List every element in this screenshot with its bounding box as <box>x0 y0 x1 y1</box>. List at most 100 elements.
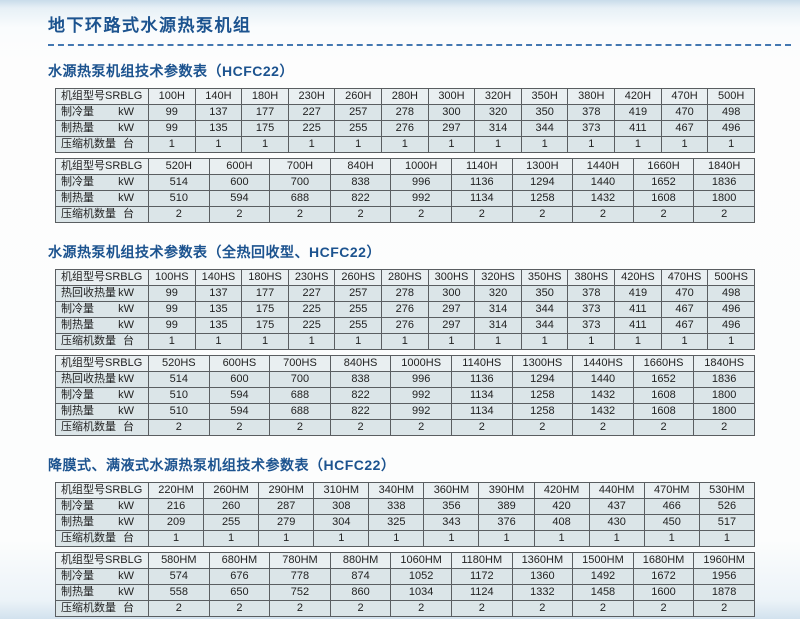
spec-row: kW 热回收热量 514 600 700 838 996 1136 1294 1440 1652 18… <box>55 371 755 388</box>
spec-value: 1 <box>520 136 569 153</box>
model-name: 1180HM <box>450 552 513 569</box>
model-name: 470H <box>660 88 709 105</box>
spec-value: 2 <box>269 600 331 617</box>
spec-value: 314 <box>474 120 522 137</box>
spec-value: 2 <box>208 419 271 436</box>
spec-value: 356 <box>423 498 480 515</box>
model-header-row: 机组型号SRBLG 100HS 140HS 180HS 230HS 260HS 280HS 3… <box>55 269 755 286</box>
spec-value: 216 <box>147 498 205 515</box>
spec-value: 1432 <box>572 387 634 404</box>
spec-value: 1294 <box>511 174 574 191</box>
spec-name: 制冷量 <box>61 176 94 188</box>
spec-name: 制冷量 <box>61 389 94 401</box>
spec-value: 1652 <box>632 174 695 191</box>
model-name: 1300H <box>511 158 574 175</box>
spec-label-cell: 台压缩机数量 <box>55 136 149 153</box>
spec-value: 1432 <box>572 190 634 207</box>
spec-value: 470 <box>660 104 709 121</box>
spec-label-cell: kW 制热量 <box>55 317 149 334</box>
spec-value: 1 <box>660 333 709 350</box>
spec-label-cell: kW 制冷量 <box>55 301 149 318</box>
spec-value: 1 <box>194 136 243 153</box>
spec-value: 2 <box>693 600 755 617</box>
spec-value: 297 <box>427 301 476 318</box>
spec-value: 2 <box>693 206 755 223</box>
spec-name: 热回收热量 <box>61 373 116 385</box>
model-name: 320H <box>474 88 522 105</box>
spec-value: 276 <box>381 301 429 318</box>
spec-value: 99 <box>148 317 196 334</box>
model-header-row: 机组型号SRBLG 520H 600H 700H 840H 1000H 1140H 1300H… <box>55 158 755 175</box>
spec-name: 压缩机数量 <box>61 335 116 347</box>
spec-label-cell: kW 热回收热量 <box>55 371 149 388</box>
spec-value: 514 <box>148 174 210 191</box>
spec-value: 350 <box>520 104 569 121</box>
spec-value: 255 <box>203 514 260 531</box>
section-heading-hcfc22: 水源热泵机组技术参数表（HCFC22） <box>48 63 294 79</box>
spec-value: 838 <box>329 371 392 388</box>
spec-value: 1608 <box>632 387 695 404</box>
model-name: 140HS <box>194 269 243 286</box>
model-name: 220HM <box>147 482 205 499</box>
spec-value: 2 <box>572 600 634 617</box>
model-name: 840H <box>329 158 392 175</box>
spec-label-cell: kW 制冷量 <box>55 387 149 404</box>
model-name: 1360HM <box>511 552 574 569</box>
spec-value: 225 <box>287 301 336 318</box>
spec-value: 411 <box>614 120 662 137</box>
spec-value: 600 <box>208 174 271 191</box>
spec-table-hs-small: 机组型号SRBLG 100HS 140HS 180HS 230HS 260HS 280HS 3… <box>55 269 755 350</box>
spec-value: 300 <box>427 104 476 121</box>
spec-value: 99 <box>148 120 196 137</box>
spec-value: 1 <box>588 530 645 547</box>
spec-value: 338 <box>368 498 425 515</box>
spec-value: 860 <box>329 584 392 601</box>
spec-value: 1800 <box>693 403 755 420</box>
spec-value: 279 <box>258 514 315 531</box>
spec-name: 热回收热量 <box>61 287 116 299</box>
spec-unit: kW <box>118 192 134 204</box>
spec-value: 822 <box>329 387 392 404</box>
spec-value: 2 <box>269 206 331 223</box>
model-name: 380H <box>567 88 616 105</box>
spec-value: 467 <box>660 317 709 334</box>
spec-label-cell: kW 热回收热量 <box>55 285 149 302</box>
spec-value: 1432 <box>572 403 634 420</box>
model-name: 680HM <box>208 552 271 569</box>
spec-value: 1652 <box>632 371 695 388</box>
spec-row: 台压缩机数量 2 2 2 2 2 2 2 2 2 2 <box>55 600 755 617</box>
model-name: 350HS <box>520 269 569 286</box>
spec-value: 496 <box>707 301 755 318</box>
model-name: 780HM <box>269 552 331 569</box>
spec-value: 752 <box>269 584 331 601</box>
model-name: 1840H <box>693 158 755 175</box>
spec-value: 467 <box>660 120 709 137</box>
spec-value: 314 <box>474 301 522 318</box>
spec-value: 137 <box>194 104 243 121</box>
model-name: 470HS <box>660 269 709 286</box>
model-name: 100HS <box>148 269 196 286</box>
spec-value: 1440 <box>572 174 634 191</box>
spec-value: 255 <box>334 317 383 334</box>
spec-value: 135 <box>194 120 243 137</box>
spec-value: 1124 <box>450 584 513 601</box>
spec-value: 99 <box>148 301 196 318</box>
spec-value: 175 <box>241 301 289 318</box>
spec-value: 1800 <box>693 190 755 207</box>
spec-value: 344 <box>520 301 569 318</box>
spec-value: 1 <box>381 333 429 350</box>
spec-name: 制冷量 <box>61 106 94 118</box>
spec-unit: 台 <box>123 532 134 544</box>
model-name: 840HS <box>329 355 392 372</box>
spec-value: 278 <box>381 104 429 121</box>
spec-value: 822 <box>329 403 392 420</box>
model-name: 1840HS <box>693 355 755 372</box>
spec-value: 1836 <box>693 371 755 388</box>
spec-value: 1134 <box>450 387 513 404</box>
spec-value: 700 <box>269 174 331 191</box>
model-name: 1300HS <box>511 355 574 372</box>
spec-row: 台压缩机数量 1 1 1 1 1 1 1 1 1 1 1 1 1 <box>55 136 755 153</box>
spec-value: 2 <box>390 206 452 223</box>
spec-label-cell: kW 制冷量 <box>55 174 149 191</box>
